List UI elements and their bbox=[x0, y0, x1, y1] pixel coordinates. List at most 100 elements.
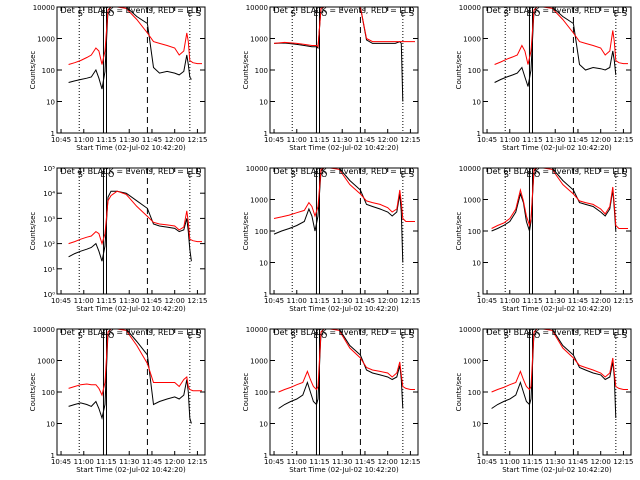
x-tick-label: 12:15 bbox=[613, 297, 633, 305]
y-tick-label: 1000 bbox=[250, 358, 268, 366]
x-tick-label: 12:00 bbox=[591, 136, 611, 144]
marker-top-label: S bbox=[622, 9, 627, 18]
y-tick-label: 1 bbox=[477, 130, 481, 138]
x-tick-label: 12:15 bbox=[400, 297, 420, 305]
y-tick-label: 10000 bbox=[459, 326, 481, 334]
marker-top-label: O bbox=[534, 9, 540, 18]
marker-top-label: E bbox=[614, 9, 619, 18]
marker-top-label: E bbox=[188, 331, 193, 340]
x-axis-label: Start Time (02-Jul-02 10:42:20) bbox=[289, 466, 399, 474]
x-tick-label: 12:00 bbox=[591, 458, 611, 466]
x-tick-label: 11:30 bbox=[545, 458, 565, 466]
panel-title: Det 1: BLACK = Events, RED = LLD bbox=[61, 6, 202, 15]
x-tick-label: 11:45 bbox=[142, 458, 162, 466]
x-tick-label: 12:15 bbox=[187, 136, 207, 144]
series-line bbox=[273, 168, 404, 263]
x-tick-label: 11:00 bbox=[287, 136, 307, 144]
y-axis-label: Counts/sec bbox=[242, 51, 250, 90]
y-tick-label: 10 bbox=[259, 99, 268, 107]
marker-top-label: S bbox=[196, 331, 201, 340]
y-tick-label: 10⁴ bbox=[43, 190, 55, 198]
panel-title: Det 3: BLACK = Events, RED = LLD bbox=[487, 6, 628, 15]
marker-top-label: S bbox=[504, 9, 509, 18]
y-tick-label: 10000 bbox=[246, 326, 268, 334]
series-line bbox=[68, 190, 192, 262]
y-tick-label: 1000 bbox=[37, 36, 55, 44]
x-tick-label: 12:15 bbox=[613, 458, 633, 466]
y-tick-label: 1 bbox=[51, 452, 55, 460]
marker-top-label: S bbox=[409, 9, 414, 18]
y-tick-label: 1 bbox=[477, 452, 481, 460]
series-line bbox=[491, 168, 617, 232]
x-tick-label: 11:00 bbox=[74, 136, 94, 144]
marker-top-label: S bbox=[291, 9, 296, 18]
x-tick-label: 12:15 bbox=[400, 458, 420, 466]
y-tick-label: 10 bbox=[259, 421, 268, 429]
series-line bbox=[68, 7, 192, 90]
y-axis-label: Counts/sec bbox=[29, 51, 37, 90]
marker-top-label: S bbox=[196, 9, 201, 18]
panel-title: Det 6: BLACK = Events, RED = LLD bbox=[487, 167, 628, 176]
y-tick-label: 10 bbox=[46, 99, 55, 107]
y-tick-label: 10000 bbox=[459, 4, 481, 12]
x-tick-label: 11:15 bbox=[309, 458, 329, 466]
x-axis-label: Start Time (02-Jul-02 10:42:20) bbox=[502, 144, 612, 152]
x-tick-label: 11:45 bbox=[568, 297, 588, 305]
x-tick-label: 12:15 bbox=[400, 136, 420, 144]
x-tick-label: 11:00 bbox=[74, 458, 94, 466]
marker-top-label: E bbox=[100, 331, 105, 340]
y-tick-label: 10³ bbox=[43, 215, 55, 223]
marker-top-label: O bbox=[108, 331, 114, 340]
y-tick-label: 10000 bbox=[246, 4, 268, 12]
x-tick-label: 10:45 bbox=[477, 136, 497, 144]
x-tick-label: 10:45 bbox=[51, 297, 71, 305]
panel-title: Det 8: BLACK = Events, RED = LLD bbox=[274, 328, 415, 337]
x-tick-label: 11:30 bbox=[545, 297, 565, 305]
marker-top-label: S bbox=[504, 170, 509, 179]
marker-top-label: S bbox=[409, 170, 414, 179]
x-tick-label: 12:15 bbox=[613, 136, 633, 144]
y-tick-label: 1 bbox=[51, 130, 55, 138]
x-tick-label: 11:15 bbox=[522, 458, 542, 466]
panel-title: Det 2: BLACK = Events, RED = LLD bbox=[274, 6, 415, 15]
plot-frame bbox=[56, 167, 206, 295]
x-tick-label: 11:00 bbox=[500, 458, 520, 466]
x-tick-label: 11:45 bbox=[142, 136, 162, 144]
x-tick-label: 12:00 bbox=[378, 136, 398, 144]
marker-top-label: E bbox=[526, 170, 531, 179]
y-tick-label: 1 bbox=[264, 291, 268, 299]
series-line bbox=[278, 329, 404, 409]
marker-top-label: E bbox=[526, 331, 531, 340]
x-tick-label: 12:00 bbox=[378, 297, 398, 305]
y-tick-label: 10¹ bbox=[43, 266, 55, 274]
y-axis-label: Counts/sec bbox=[242, 373, 250, 412]
x-axis-label: Start Time (02-Jul-02 10:42:20) bbox=[76, 466, 186, 474]
series-line bbox=[273, 7, 404, 102]
y-tick-label: 100 bbox=[42, 67, 55, 75]
y-tick-label: 100 bbox=[255, 67, 268, 75]
y-axis-label: Counts/sec bbox=[242, 212, 250, 251]
y-axis-label: Counts/sec bbox=[29, 373, 37, 412]
marker-top-label: S bbox=[291, 331, 296, 340]
marker-top-label: E bbox=[313, 9, 318, 18]
y-tick-label: 10 bbox=[46, 421, 55, 429]
panel-title: Det 4: BLACK = Events, RED = LLD bbox=[61, 167, 202, 176]
x-tick-label: 12:00 bbox=[591, 297, 611, 305]
x-tick-label: 11:15 bbox=[309, 297, 329, 305]
marker-top-label: E bbox=[313, 170, 318, 179]
x-tick-label: 11:30 bbox=[332, 136, 352, 144]
x-tick-label: 10:45 bbox=[477, 297, 497, 305]
y-tick-label: 1000 bbox=[463, 36, 481, 44]
marker-top-label: S bbox=[504, 331, 509, 340]
y-tick-label: 100 bbox=[468, 67, 481, 75]
y-tick-label: 10000 bbox=[33, 326, 55, 334]
x-tick-label: 11:15 bbox=[309, 136, 329, 144]
marker-top-label: S bbox=[78, 170, 83, 179]
series-line bbox=[68, 190, 202, 246]
marker-top-label: O bbox=[321, 331, 327, 340]
x-tick-label: 11:00 bbox=[500, 136, 520, 144]
x-tick-label: 12:00 bbox=[165, 136, 185, 144]
y-tick-label: 10000 bbox=[459, 165, 481, 173]
